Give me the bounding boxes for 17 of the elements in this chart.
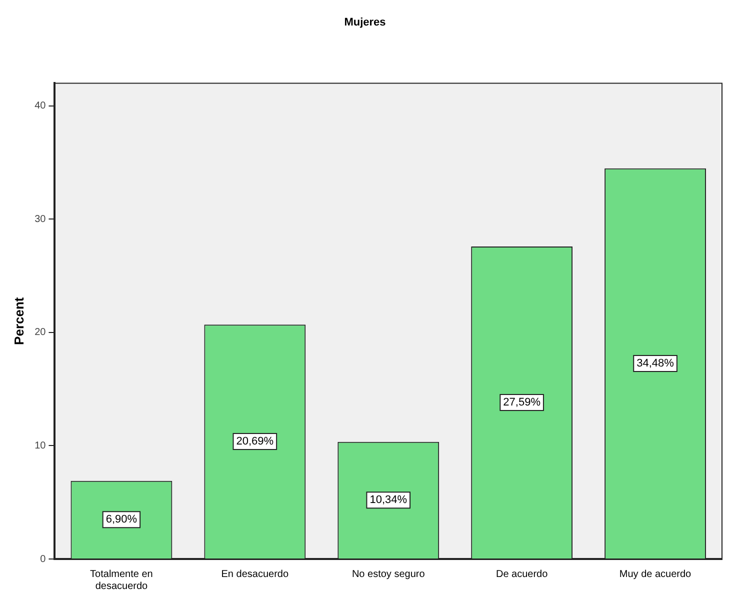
- x-tick-label: En desacuerdo: [221, 568, 289, 580]
- data-label: 10,34%: [370, 494, 408, 506]
- data-label: 6,90%: [106, 514, 138, 526]
- y-tick-label: 10: [34, 440, 46, 452]
- y-tick-label: 40: [34, 100, 46, 112]
- x-tick-label: De acuerdo: [496, 568, 548, 580]
- y-tick-label: 0: [40, 554, 46, 565]
- chart-title: Mujeres: [344, 16, 386, 29]
- data-label: 27,59%: [503, 396, 541, 409]
- data-label: 20,69%: [236, 436, 274, 448]
- x-tick-label: Muy de acuerdo: [619, 568, 692, 580]
- y-tick-label: 20: [34, 327, 46, 338]
- x-tick-label: Totalmente en desacuerdo: [90, 568, 153, 592]
- data-label: 34,48%: [636, 357, 674, 370]
- y-tick-label: 30: [34, 214, 46, 225]
- x-tick-label: No estoy seguro: [352, 568, 426, 580]
- y-axis-title: Percent: [11, 296, 26, 345]
